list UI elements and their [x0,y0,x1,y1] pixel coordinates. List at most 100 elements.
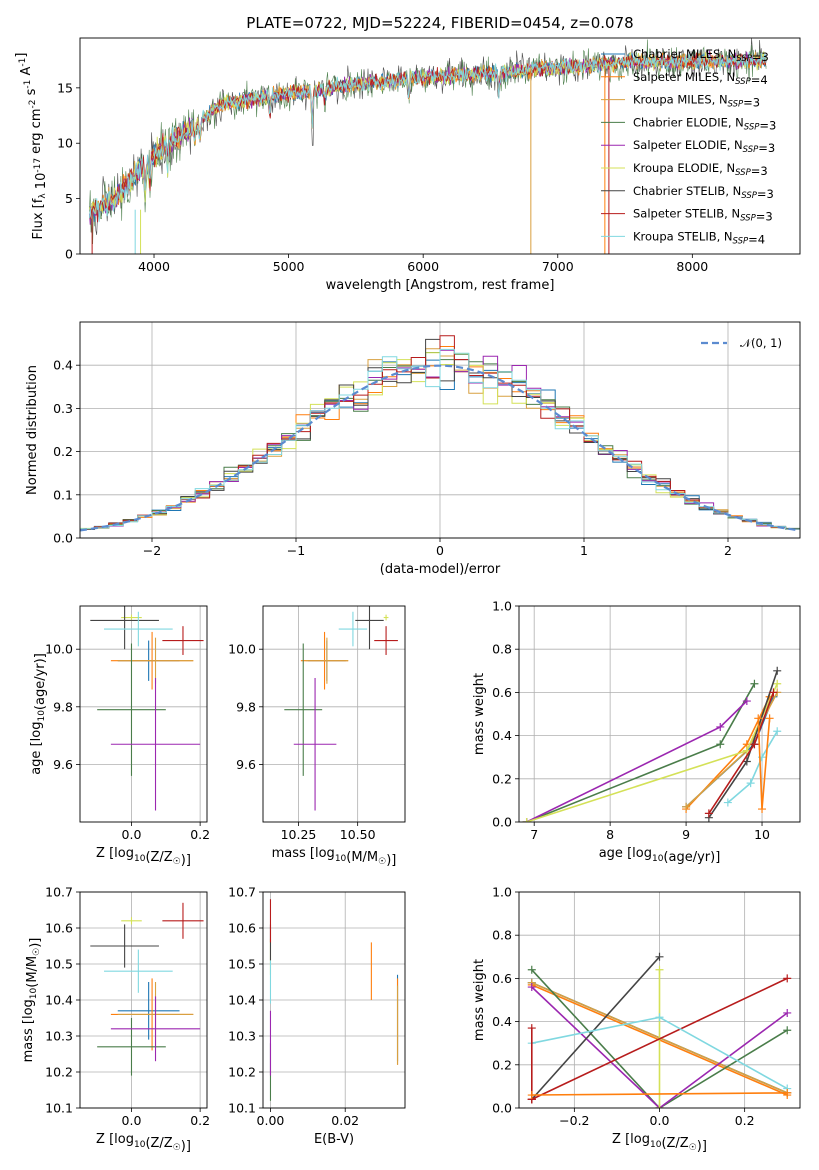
x-axis-label: Z [log10(Z/Z☉)] [96,1132,191,1154]
y-tick-label: 10.6 [228,921,256,936]
legend-label: Chabrier STELIB, NSSP=3 [633,184,774,201]
point-marker [527,983,536,992]
spectrum-line [88,52,767,223]
x-tick-label: 0.00 [257,1113,285,1128]
point-marker [682,802,691,811]
x-tick-label: 10 [754,827,770,842]
panel-age-vs-Z: 0.0 0.2 9.6 9.8 10.0 Z [log10(Z/Z☉)] age [log1… [29,605,210,868]
plot-area [522,666,782,822]
y-tick-label: 1.0 [492,885,512,900]
point-marker [723,798,732,807]
series-line [531,969,788,1108]
y-axis-label: mass weight [472,959,487,1041]
x-tick-label: 10.50 [340,827,376,842]
plot-area [527,952,792,1108]
y-tick-label: 9.8 [53,699,73,714]
axes-frame [79,605,208,823]
series-line [531,977,788,1101]
legend-label: Salpeter MILES, NSSP=4 [633,70,768,87]
legend-label: Kroupa MILES, NSSP=3 [633,93,760,110]
legend-label: 𝒩(0, 1) [740,336,782,350]
point-marker [773,727,782,736]
x-tick-label: −1 [287,543,305,558]
y-tick-label: 0.8 [492,928,512,943]
y-tick-label: 0.6 [492,971,512,986]
y-tick-label: 9.6 [236,757,256,772]
x-tick-label: 5000 [273,259,305,274]
point-marker [783,1088,792,1097]
y-tick-label: 0.0 [492,815,512,830]
panel-age-vs-mass: 10.25 10.50 9.6 9.8 10.0 mass [log10(M/M☉)] [228,605,406,868]
point-marker [742,697,751,706]
point-marker [750,740,759,749]
x-axis-label: age [log10(age/yr)] [599,846,721,865]
point-marker [783,1026,792,1035]
series-line [526,683,778,822]
y-axis-label: Normed distribution [25,365,40,495]
legend-label: Kroupa STELIB, NSSP=4 [633,229,765,246]
legend-label: Kroupa ELODIE, NSSP=3 [633,161,768,178]
panel-mass-weight-vs-Z: −0.2 0.0 0.2 0.0 0.2 0.4 0.6 0.8 1.0 Z [log10(Z/Z… [472,885,801,1154]
point-marker [769,688,778,697]
y-tick-label: 10.2 [228,1065,256,1080]
axes-frame [518,891,801,1109]
point-marker [754,714,763,723]
legend-label: Chabrier ELODIE, NSSP=3 [633,115,776,132]
y-tick-label: 10.1 [228,1101,256,1116]
x-axis-label: E(B-V) [314,1132,354,1147]
point-marker [716,722,725,731]
axes-frame [518,605,801,823]
plot-area [90,606,204,811]
series-line [727,730,778,804]
plot-area [269,899,399,1101]
x-tick-label: 0.2 [190,1113,210,1128]
y-tick-label: 10.2 [45,1065,73,1080]
x-tick-label: 0 [436,543,444,558]
legend-label: Salpeter ELODIE, NSSP=3 [633,138,775,155]
y-tick-label: 0.8 [492,642,512,657]
point-marker [655,1104,664,1108]
y-tick-label: 0.0 [492,1101,512,1116]
x-tick-label: 0.2 [735,1113,755,1128]
x-axis-label: wavelength [Angstrom, rest frame] [326,278,555,293]
y-tick-label: 10.0 [45,642,73,657]
legend-label: Salpeter STELIB, NSSP=3 [633,207,773,224]
point-marker [655,1013,664,1022]
y-axis-label: mass [log10(M/M☉)] [21,938,43,1063]
panel-mass-vs-Z: 0.0 0.2 10.1 10.2 10.3 10.4 10.5 10.6 10.7 Z [log… [21,885,210,1155]
axes-frame [262,605,406,823]
y-tick-label: 10.0 [228,642,256,657]
point-marker [716,740,725,749]
panel-spectrum: 4000 5000 6000 7000 8000 0 5 10 15 wavelength [An… [14,37,801,293]
x-tick-label: 0.2 [190,827,210,842]
y-tick-label: 0.6 [492,685,512,700]
plot-area [88,38,767,254]
point-marker [655,965,664,974]
y-tick-label: 10.4 [45,993,73,1008]
point-marker [773,679,782,688]
plot-area [90,902,204,1076]
x-tick-label: 1 [580,543,588,558]
y-tick-label: 0.4 [53,358,73,373]
point-marker [522,818,531,822]
series-line [531,956,661,1100]
point-marker [773,666,782,675]
y-tick-label: 0.0 [53,531,73,546]
y-tick-label: 10.7 [45,885,73,900]
point-marker [783,974,792,983]
y-tick-label: 10.3 [45,1029,73,1044]
x-tick-label: −2 [143,543,161,558]
x-tick-label: 0.0 [122,1113,142,1128]
x-tick-label: 2 [724,543,732,558]
y-tick-label: 10.4 [228,993,256,1008]
axes-frame [262,891,406,1109]
y-tick-label: 9.6 [53,757,73,772]
y-tick-label: 9.8 [236,699,256,714]
point-marker [655,952,664,961]
y-tick-label: 0.4 [492,728,512,743]
x-tick-label: 0.0 [650,1113,670,1128]
y-tick-label: 10 [57,136,73,151]
panel-mass-weight-vs-age: 7 8 9 10 0.0 0.2 0.4 0.6 0.8 1.0 age [log10(age/yr… [472,599,801,865]
y-tick-label: 0.1 [53,487,73,502]
